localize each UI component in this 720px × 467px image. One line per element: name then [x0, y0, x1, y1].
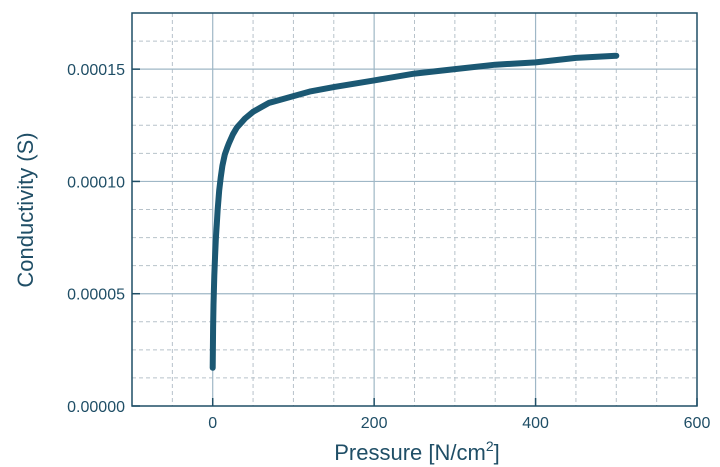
x-axis-title-suffix: ] — [494, 440, 500, 465]
x-tick-label: 0 — [208, 415, 217, 432]
y-tick-label: 0.00005 — [67, 287, 125, 304]
ticks — [132, 68, 698, 407]
x-tick-label: 600 — [684, 415, 711, 432]
plot-frame — [131, 12, 698, 407]
x-axis-title-superscript: 2 — [486, 438, 494, 454]
y-tick-label: 0.00000 — [67, 399, 125, 416]
y-axis-title: Conductivity (S) — [13, 132, 38, 287]
minor-grid — [132, 13, 697, 406]
x-tick-label: 200 — [361, 415, 388, 432]
y-tick-label: 0.00015 — [67, 62, 125, 79]
major-grid — [132, 13, 697, 406]
tick-labels: 0 200 400 600 0.00000 0.00005 0.00010 0.00015 — [67, 62, 710, 432]
x-axis-title: Pressure [N/cm2] — [334, 438, 500, 465]
y-tick-label: 0.00010 — [67, 174, 125, 191]
series-layer — [209, 52, 620, 371]
series-line — [209, 52, 620, 371]
x-tick-label: 400 — [522, 415, 549, 432]
